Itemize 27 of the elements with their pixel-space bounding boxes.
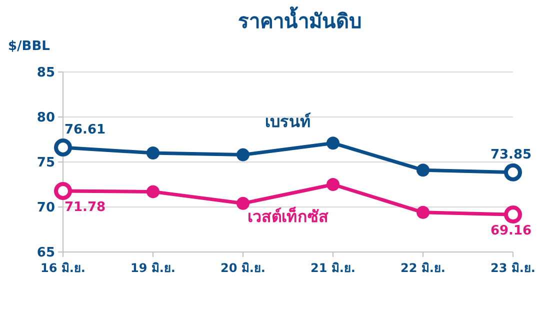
y-tick-label: 70: [36, 200, 55, 216]
y-axis-title: $/BBL: [8, 39, 50, 54]
x-tick-label: 16 มิ.ย.: [40, 261, 86, 275]
point: [416, 206, 430, 219]
data-label: 71.78: [64, 200, 106, 215]
y-tick-label: 65: [36, 246, 55, 261]
y-tick-label: 75: [36, 156, 55, 171]
x-tick-label: 23 มิ.ย.: [490, 261, 536, 275]
point: [326, 136, 340, 150]
series-label: เบรนท์: [265, 112, 311, 131]
series-label: เวสต์เท็กซัส: [248, 204, 328, 226]
chart-title: ราคาน้ำมันดิบ: [238, 6, 362, 33]
point: [416, 164, 430, 177]
data-label: 76.61: [64, 122, 106, 138]
point: [146, 185, 160, 198]
y-tick-label: 85: [36, 66, 55, 81]
x-tick-label: 22 มิ.ย.: [400, 261, 446, 275]
x-tick-label: 21 มิ.ย.: [310, 261, 356, 275]
data-label: 73.85: [490, 147, 532, 162]
point: [236, 196, 250, 210]
x-tick-label: 19 มิ.ย.: [130, 261, 176, 275]
data-label: 69.16: [490, 224, 532, 239]
point: [146, 146, 160, 160]
point: [326, 178, 340, 191]
x-tick-label: 20 มิ.ย.: [220, 261, 266, 275]
point: [236, 148, 250, 162]
y-tick-label: 80: [36, 110, 55, 126]
